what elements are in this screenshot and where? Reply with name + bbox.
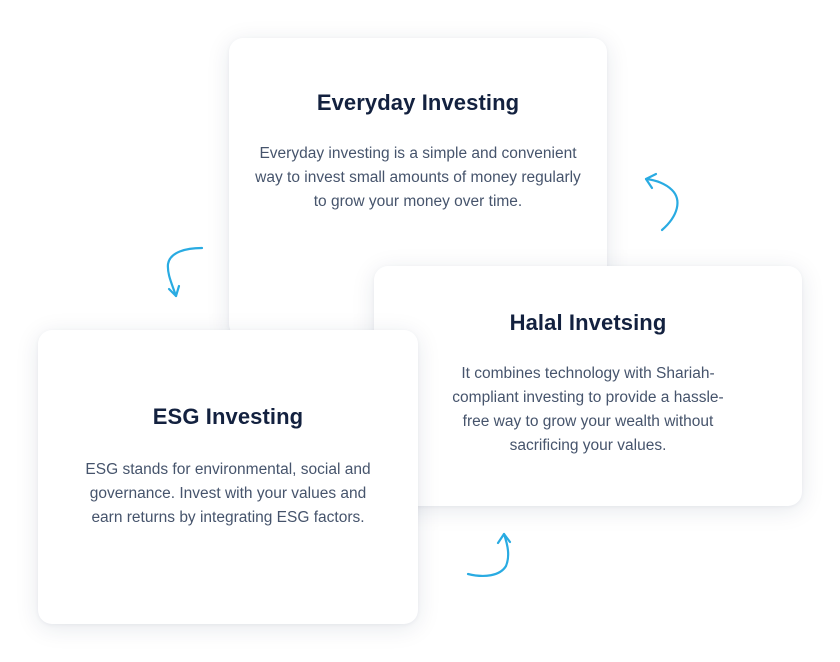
curved-arrow-icon [644,172,679,232]
esg-investing-description: ESG stands for environmental, social and… [85,461,371,526]
halal-investing-card: Halal Invetsing It combines technology w… [374,266,802,506]
halal-investing-description: It combines technology with Shariah-comp… [452,365,724,454]
esg-investing-title: ESG Investing [152,404,304,429]
everyday-investing-title: Everyday Investing [316,90,520,115]
everyday-investing-description: Everyday investing is a simple and conve… [255,145,581,210]
halal-investing-title: Halal Invetsing [509,310,667,335]
curved-arrow-icon [466,532,512,577]
esg-investing-card: ESG Investing ESG stands for environment… [38,330,418,624]
curved-arrow-icon [166,246,204,298]
